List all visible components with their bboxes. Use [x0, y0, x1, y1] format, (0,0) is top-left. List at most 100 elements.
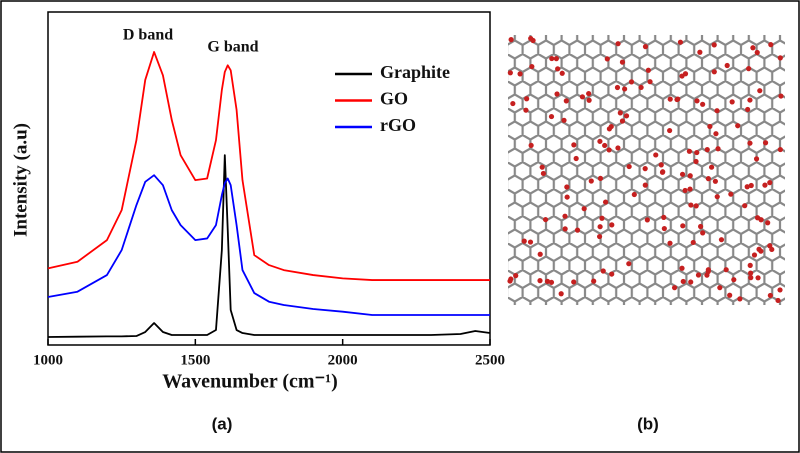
atom — [548, 113, 555, 120]
atom — [694, 98, 700, 104]
legend-label: rGO — [380, 115, 416, 135]
atom — [747, 97, 753, 103]
atom — [679, 265, 685, 271]
atom — [708, 164, 715, 170]
atom — [564, 184, 570, 190]
line-series — [47, 174, 490, 316]
atom — [597, 175, 604, 181]
atom — [606, 126, 613, 132]
atom — [554, 91, 560, 97]
atom — [754, 49, 760, 56]
atom — [548, 279, 555, 285]
atom — [711, 42, 717, 48]
atom — [559, 70, 565, 76]
atom — [746, 66, 752, 72]
atom — [767, 180, 773, 186]
atom — [680, 278, 686, 285]
atom — [731, 277, 737, 283]
atom — [688, 202, 694, 208]
atom — [553, 56, 559, 62]
atom — [777, 146, 783, 153]
atom — [667, 240, 673, 246]
atom — [700, 230, 706, 236]
atom — [667, 96, 673, 102]
atom — [745, 106, 751, 113]
atom — [737, 296, 743, 302]
atom — [619, 59, 626, 65]
x-tick-label: 1500 — [180, 352, 210, 368]
atom — [768, 42, 774, 48]
atom — [596, 233, 603, 240]
atom — [728, 191, 734, 197]
atom — [642, 44, 649, 50]
atom — [744, 184, 750, 190]
atom — [667, 127, 673, 134]
atom — [762, 182, 768, 188]
atom — [573, 155, 579, 162]
atom — [700, 101, 706, 107]
atom — [530, 37, 536, 44]
atom — [682, 187, 688, 194]
atom — [571, 279, 577, 285]
plot-frame — [47, 11, 491, 346]
atom — [510, 100, 516, 107]
atom — [687, 186, 693, 192]
atom — [661, 214, 667, 220]
atom — [653, 152, 659, 158]
atom — [705, 268, 711, 275]
atom — [571, 142, 577, 148]
atom — [748, 270, 754, 276]
atom — [775, 297, 781, 304]
atom — [597, 138, 603, 144]
atom — [687, 173, 693, 179]
atom — [767, 292, 773, 299]
atom — [693, 203, 699, 209]
atom — [742, 203, 748, 209]
atom — [686, 148, 693, 154]
atom — [563, 98, 569, 104]
atom — [751, 252, 758, 258]
atom — [544, 278, 551, 284]
atom — [767, 243, 773, 249]
atom — [658, 162, 664, 168]
atom — [508, 276, 514, 282]
line-series — [47, 51, 490, 281]
atom — [715, 146, 721, 152]
atom — [778, 93, 784, 99]
atom — [626, 261, 632, 267]
atom — [660, 169, 666, 175]
oxygen-atoms — [507, 35, 784, 304]
y-axis-label: Intensity (a.u) — [10, 123, 31, 237]
atom — [549, 55, 555, 62]
atom — [690, 239, 696, 246]
atom — [718, 237, 725, 243]
atom — [724, 62, 730, 69]
atom — [642, 166, 648, 172]
atom — [713, 131, 719, 137]
atom — [586, 90, 592, 97]
atom — [609, 271, 615, 277]
x-tick-label: 2000 — [328, 352, 358, 368]
atom — [757, 88, 763, 94]
x-axis-label: Wavenumber (cm⁻¹) — [162, 371, 338, 393]
atom — [562, 226, 568, 232]
atom — [528, 142, 534, 148]
atom — [735, 123, 741, 129]
atom — [597, 224, 603, 230]
atom — [677, 39, 684, 45]
atom — [527, 239, 534, 245]
atom — [717, 285, 723, 291]
atom — [513, 273, 519, 279]
atom — [581, 206, 587, 212]
atom — [765, 220, 771, 226]
atom — [521, 238, 527, 244]
atom — [622, 86, 628, 92]
atom — [675, 96, 681, 102]
atom — [599, 215, 605, 221]
atom — [777, 287, 783, 293]
atom — [777, 55, 783, 61]
atom — [523, 107, 529, 113]
caption: (b) — [637, 414, 659, 433]
atom — [695, 272, 702, 278]
atom — [615, 41, 621, 47]
